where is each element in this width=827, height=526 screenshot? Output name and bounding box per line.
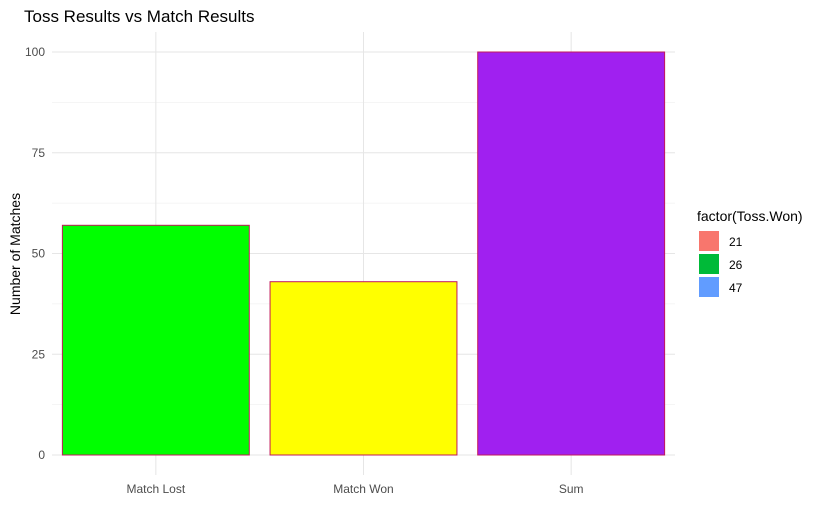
legend-key [699, 254, 719, 274]
x-tick-label: Sum [559, 482, 584, 496]
x-tick-label: Match Lost [126, 482, 185, 496]
y-tick-label: 25 [32, 347, 46, 361]
legend-label: 21 [729, 235, 743, 249]
y-axis-label: Number of Matches [7, 193, 23, 315]
x-tick-label: Match Won [333, 482, 393, 496]
y-tick-label: 75 [32, 146, 46, 160]
legend-title: factor(Toss.Won) [697, 208, 803, 224]
legend-key [699, 231, 719, 251]
bar-match-won [269, 281, 458, 456]
bar-match-lost [61, 224, 250, 456]
legend-key [699, 277, 719, 297]
legend: factor(Toss.Won) 21 26 47 [697, 208, 803, 297]
legend-label: 26 [729, 258, 743, 272]
y-axis-ticks: 0 25 50 75 100 [25, 45, 45, 462]
bar-sum [477, 51, 666, 456]
chart-title: Toss Results vs Match Results [24, 7, 255, 26]
y-tick-label: 100 [25, 45, 45, 59]
y-tick-label: 50 [32, 247, 46, 261]
x-axis-ticks: Match Lost Match Won Sum [126, 482, 583, 496]
bars [61, 51, 666, 456]
legend-label: 47 [729, 281, 743, 295]
y-tick-label: 0 [38, 448, 45, 462]
